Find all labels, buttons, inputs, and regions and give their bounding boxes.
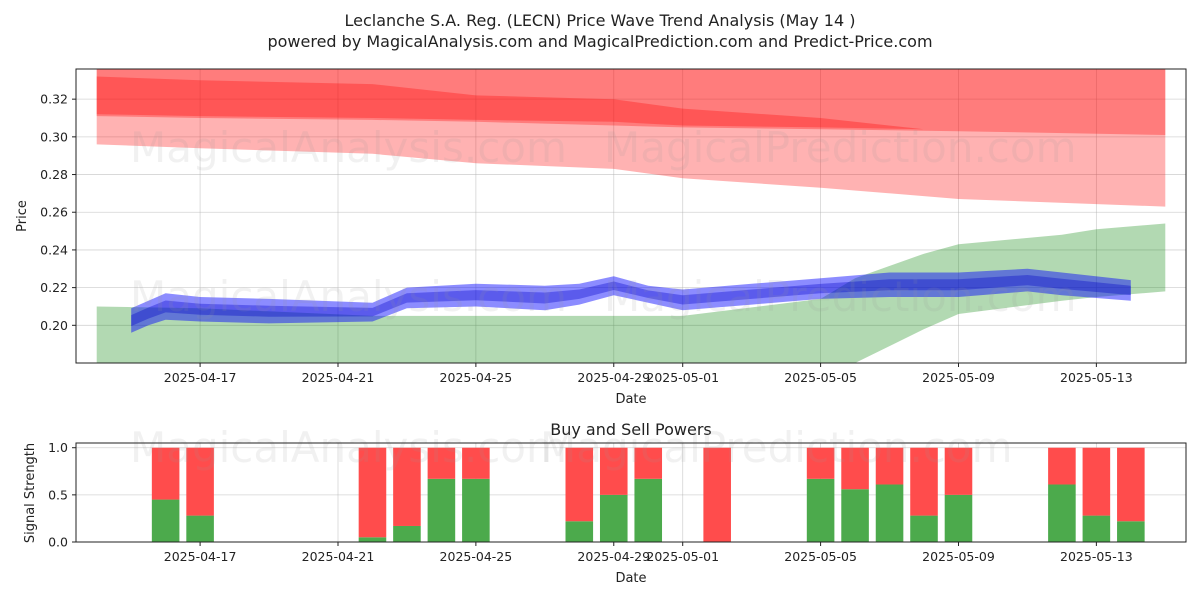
watermark-bottom-right: MagicalPrediction.com: [540, 423, 1013, 472]
x-tick-label: 2025-04-17: [164, 549, 237, 564]
buy-sell-x-ticks: 2025-04-17 2025-04-21 2025-04-25 2025-04-29…: [164, 542, 1133, 564]
figure-title: Leclanche S.A. Reg. (LECN) Price Wave Tr…: [344, 11, 855, 30]
sell-bar: [806, 447, 835, 479]
sell-bar: [703, 447, 731, 542]
buy-sell-title: Buy and Sell Powers: [550, 420, 712, 439]
buy-bar: [1117, 521, 1145, 542]
sell-bar: [944, 447, 973, 495]
buy-bar: [462, 478, 490, 542]
band-green-band: [96, 223, 1166, 363]
x-tick-label: 2025-04-21: [302, 549, 375, 564]
price-x-ticks: 2025-04-17 2025-04-21 2025-04-25 2025-04-29…: [164, 363, 1133, 385]
watermark-left-lower: MagicalAnalysis.com: [130, 272, 567, 321]
x-tick-label: 2025-04-25: [440, 549, 513, 564]
sell-bar: [1082, 447, 1111, 516]
watermark-left: MagicalAnalysis.com: [130, 123, 567, 172]
buy-bar: [565, 521, 594, 542]
sell-bar: [1048, 447, 1076, 485]
price-plot-frame: [75, 68, 1187, 364]
sell-bar: [634, 447, 663, 479]
price-y-ticks: 0.20 0.22 0.24 0.26 0.28 0.30 0.32: [40, 92, 76, 333]
buy-sell-y-axis-label: Signal Strength: [23, 443, 38, 543]
x-tick-label: 2025-04-25: [440, 370, 513, 385]
buy-sell-plot: Buy and Sell Powers MagicalAnalysis.com …: [23, 420, 1187, 586]
buy-bar: [358, 537, 387, 542]
buy-bar: [186, 515, 214, 542]
buy-bar: [806, 478, 835, 542]
buy-sell-bars: [151, 447, 1145, 542]
x-tick-label: 2025-05-05: [784, 549, 857, 564]
y-tick-label: 0.5: [48, 487, 68, 502]
band-blue-price-wave: [131, 268, 1131, 333]
buy-bar: [599, 494, 628, 542]
sell-bar: [393, 447, 421, 526]
buy-sell-plot-frame: [75, 442, 1187, 543]
x-tick-label: 2025-04-29: [577, 370, 650, 385]
watermark-right-lower: MagicalPrediction.com: [604, 272, 1077, 321]
band-red-outer-band: [96, 69, 1166, 207]
x-tick-label: 2025-05-09: [922, 370, 995, 385]
buy-bar: [875, 484, 904, 542]
y-tick-label: 0.30: [40, 129, 68, 144]
buy-bar: [944, 494, 973, 542]
buy-bar: [1048, 484, 1076, 542]
sell-bar: [151, 447, 180, 500]
band-red-upper-band: [96, 69, 1166, 135]
buy-bar: [151, 499, 180, 542]
y-tick-label: 0.28: [40, 167, 68, 182]
sell-bar: [358, 447, 387, 538]
y-tick-label: 1.0: [48, 440, 68, 455]
price-gridlines: [76, 69, 1186, 363]
price-plot-background: [76, 69, 1186, 363]
buy-sell-x-axis-label: Date: [615, 571, 646, 586]
watermark-right: MagicalPrediction.com: [604, 123, 1077, 172]
x-tick-label: 2025-05-01: [646, 370, 719, 385]
y-tick-label: 0.26: [40, 205, 68, 220]
figure-subtitle: powered by MagicalAnalysis.com and Magic…: [267, 32, 932, 51]
sell-bar: [427, 447, 456, 479]
x-tick-label: 2025-04-29: [577, 549, 650, 564]
buy-sell-plot-background: [76, 443, 1186, 542]
x-tick-label: 2025-05-13: [1060, 549, 1133, 564]
sell-bar: [186, 447, 214, 516]
sell-bar: [910, 447, 938, 516]
price-y-axis-label: Price: [15, 200, 30, 232]
y-tick-label: 0.24: [40, 242, 68, 257]
buy-bar: [841, 489, 869, 542]
buy-bar: [634, 478, 663, 542]
sell-bar: [462, 447, 490, 479]
price-band-layer: [96, 69, 1166, 363]
x-tick-label: 2025-05-05: [784, 370, 857, 385]
price-wave-plot: MagicalAnalysis.com MagicalPrediction.co…: [15, 68, 1187, 407]
sell-bar: [599, 447, 628, 495]
sell-bar: [841, 447, 869, 490]
band-red-core-band: [96, 76, 924, 130]
y-tick-label: 0.32: [40, 92, 68, 107]
x-tick-label: 2025-05-13: [1060, 370, 1133, 385]
buy-bar: [1082, 515, 1111, 542]
buy-bar: [910, 515, 938, 542]
sell-bar: [1117, 447, 1145, 522]
buy-bar: [427, 478, 456, 542]
buy-sell-y-ticks: 0.0 0.5 1.0: [48, 440, 76, 550]
watermark-bottom-left: MagicalAnalysis.com: [130, 423, 567, 472]
x-tick-label: 2025-04-21: [302, 370, 375, 385]
sell-bar: [875, 447, 904, 485]
band-blue-price-wave-core: [131, 275, 1131, 327]
price-x-axis-label: Date: [615, 392, 646, 407]
price-bands: [96, 69, 1166, 363]
sell-bar: [565, 447, 594, 522]
x-tick-label: 2025-05-09: [922, 549, 995, 564]
buy-bar: [393, 525, 421, 542]
x-tick-label: 2025-05-01: [646, 549, 719, 564]
x-tick-label: 2025-04-17: [164, 370, 237, 385]
y-tick-label: 0.0: [48, 535, 68, 550]
y-tick-label: 0.22: [40, 280, 68, 295]
y-tick-label: 0.20: [40, 318, 68, 333]
